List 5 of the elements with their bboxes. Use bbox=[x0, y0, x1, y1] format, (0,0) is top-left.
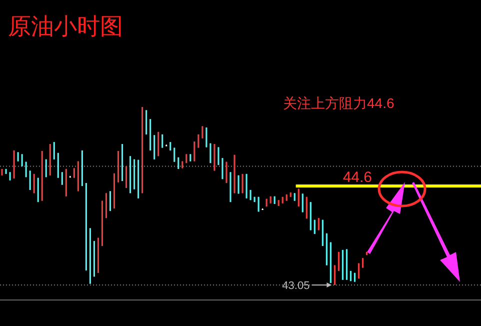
annotation: 43.05 bbox=[282, 280, 310, 292]
annotation: 44.6 bbox=[342, 169, 372, 186]
annotation: 关注上方阻力44.6 bbox=[283, 95, 394, 111]
chart-title: 原油小时图 bbox=[8, 13, 123, 39]
note-low: 43.05 bbox=[282, 280, 332, 292]
